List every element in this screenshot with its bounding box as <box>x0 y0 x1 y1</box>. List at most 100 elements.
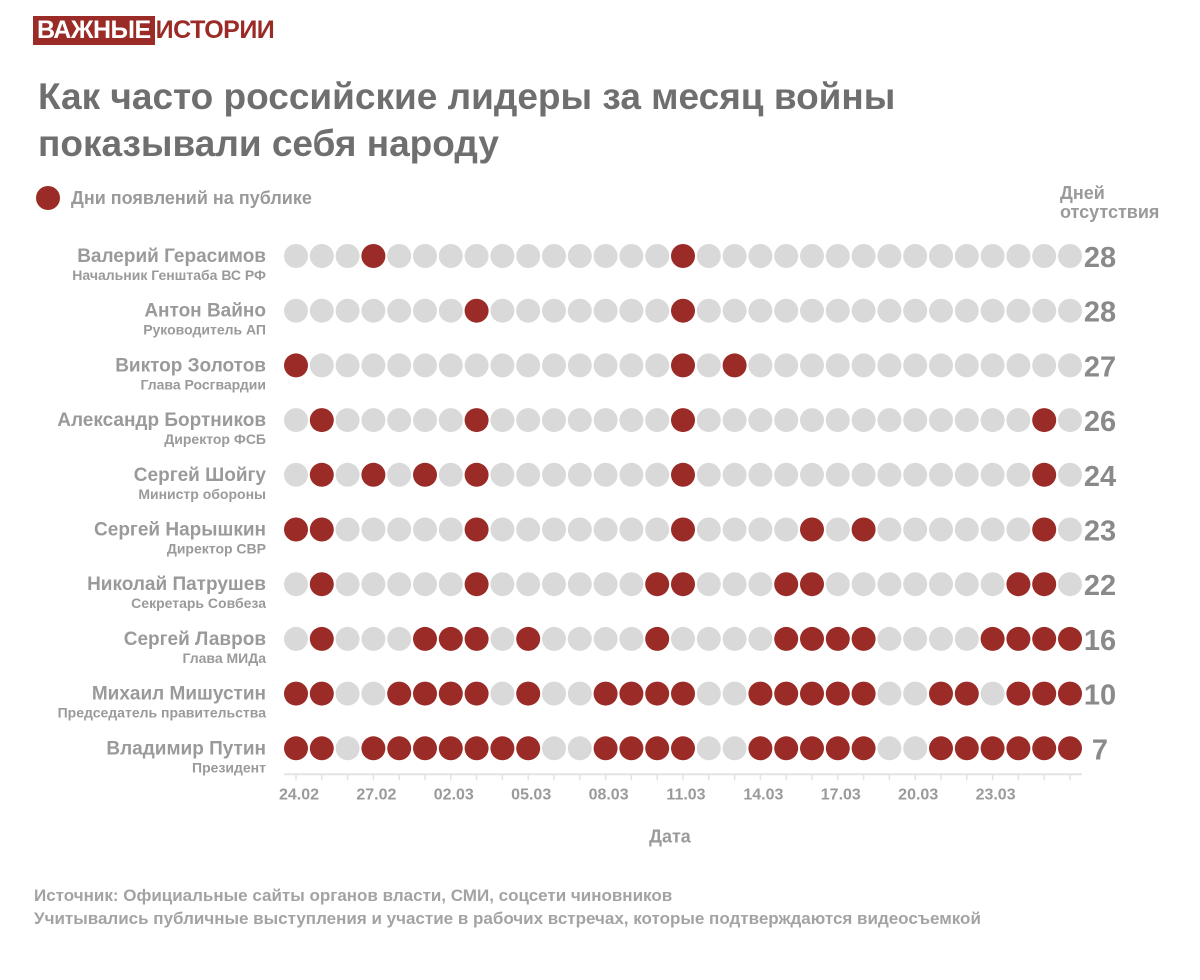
absence-dot <box>619 572 644 597</box>
absence-dot <box>567 626 592 651</box>
absence-dot <box>851 408 876 433</box>
absence-dot <box>464 353 489 378</box>
absence-dot <box>387 408 412 433</box>
absence-dot <box>567 462 592 487</box>
absence-dot <box>567 572 592 597</box>
appearance-dot <box>490 736 515 761</box>
person-name: Александр Бортников <box>57 410 266 431</box>
absence-dot <box>490 681 515 706</box>
x-tick-label: 08.03 <box>589 786 629 803</box>
appearance-dot <box>1032 736 1057 761</box>
absence-dot <box>361 681 386 706</box>
appearance-dot <box>284 681 308 706</box>
absence-dot <box>361 517 386 542</box>
absence-dot <box>748 462 773 487</box>
appearance-dot <box>1006 681 1031 706</box>
appearance-dot <box>851 736 876 761</box>
legend-dot-icon <box>36 186 60 210</box>
absence-dot <box>516 408 541 433</box>
appearance-dot <box>748 736 773 761</box>
appearance-dot <box>1058 681 1082 706</box>
absence-dot <box>800 408 824 433</box>
absence-dot <box>645 298 670 323</box>
absence-dot <box>980 298 1005 323</box>
appearance-dot <box>851 626 876 651</box>
absence-dot <box>516 462 541 487</box>
absence-dot <box>774 517 799 542</box>
absence-dot <box>619 244 644 268</box>
absence-dot <box>954 298 979 323</box>
x-axis-title: Дата <box>649 826 692 846</box>
absence-dot <box>542 298 566 323</box>
source-line-2: Учитывались публичные выступления и учас… <box>34 909 981 928</box>
absence-dot <box>335 408 360 433</box>
absence-dot <box>567 681 592 706</box>
appearance-dot <box>774 681 799 706</box>
appearance-dot <box>309 626 334 651</box>
absence-dot <box>929 462 953 487</box>
absence-dot <box>438 353 463 378</box>
absence-dot <box>309 298 334 323</box>
person-name: Михаил Мишустин <box>92 684 266 705</box>
absence-dot <box>825 244 850 268</box>
absence-dot <box>929 572 953 597</box>
absence-dot <box>903 244 928 268</box>
appearance-dot <box>464 681 489 706</box>
x-tick-label: 24.02 <box>279 786 319 803</box>
absence-dot <box>980 681 1005 706</box>
appearance-dot <box>722 353 747 378</box>
person-name: Валерий Герасимов <box>77 246 266 267</box>
absence-dot <box>413 408 437 433</box>
absence-dot <box>361 626 386 651</box>
appearance-dot <box>413 462 437 487</box>
brand-logo-part1: ВАЖНЫЕ <box>33 16 155 45</box>
absent-days-value: 28 <box>1084 297 1116 329</box>
absence-dot <box>929 408 953 433</box>
absence-dot <box>542 408 566 433</box>
appearance-dot <box>1058 736 1082 761</box>
appearance-dot <box>464 408 489 433</box>
appearance-dot <box>309 408 334 433</box>
absence-dot <box>490 462 515 487</box>
absence-dot <box>954 462 979 487</box>
absence-dot <box>748 517 773 542</box>
absence-dot <box>722 462 747 487</box>
person-name: Владимир Путин <box>106 738 266 759</box>
appearance-dot <box>800 572 824 597</box>
absence-dot <box>413 298 437 323</box>
absence-dot <box>619 408 644 433</box>
absence-dot <box>877 462 902 487</box>
appearance-dot <box>464 736 489 761</box>
absence-dot <box>387 353 412 378</box>
absence-dot <box>542 244 566 268</box>
appearance-dot <box>1032 572 1057 597</box>
absence-dot <box>1058 408 1082 433</box>
absence-dot <box>1006 244 1031 268</box>
appearance-dot <box>593 736 618 761</box>
absence-dot <box>903 681 928 706</box>
appearance-dot <box>1032 626 1057 651</box>
absence-dot <box>645 244 670 268</box>
person-role: Председатель правительства <box>58 705 267 721</box>
absence-dot <box>696 244 721 268</box>
appearance-dot <box>309 572 334 597</box>
appearance-dot <box>284 517 308 542</box>
appearance-dot <box>800 626 824 651</box>
absence-dot <box>1032 298 1057 323</box>
absence-dot <box>490 572 515 597</box>
appearance-dot <box>516 681 541 706</box>
person-role: Начальник Генштаба ВС РФ <box>72 267 266 283</box>
absence-dot <box>851 298 876 323</box>
absence-dot <box>954 244 979 268</box>
appearance-dot <box>671 736 695 761</box>
absence-dot <box>774 353 799 378</box>
absence-dot <box>980 462 1005 487</box>
absence-dot <box>413 353 437 378</box>
absence-dot <box>903 626 928 651</box>
absence-dot <box>387 572 412 597</box>
appearance-dot <box>825 736 850 761</box>
appearance-dot <box>671 462 695 487</box>
x-tick-label: 11.03 <box>666 786 705 803</box>
absence-dot <box>567 298 592 323</box>
absence-dot <box>387 626 412 651</box>
